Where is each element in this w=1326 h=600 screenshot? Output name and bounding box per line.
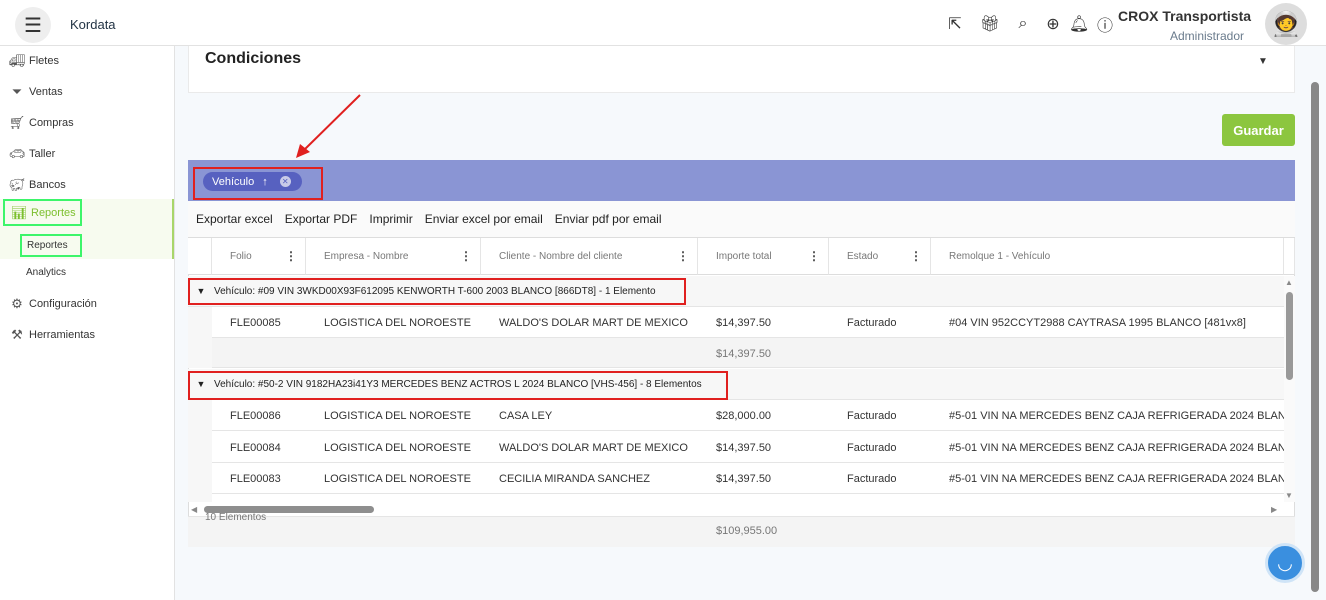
- chat-button[interactable]: ◡: [1265, 543, 1305, 583]
- scroll-right-icon[interactable]: ▶: [1271, 505, 1278, 514]
- bell-icon[interactable]: 🔔︎: [1068, 16, 1090, 33]
- grid-footer: [188, 516, 1295, 547]
- user-role: Administrador: [1170, 29, 1245, 43]
- table-row[interactable]: FLE00084 LOGISTICA DEL NOROESTE WALDO'S DO…: [212, 432, 1284, 463]
- row-count: 10 Elementos: [205, 512, 267, 523]
- sidebar: [0, 46, 175, 600]
- group-indent: [188, 307, 212, 368]
- scroll-left-icon[interactable]: ◀: [191, 505, 198, 514]
- header-spacer: [1284, 238, 1295, 275]
- table-row[interactable]: FLE00085 LOGISTICA DEL NOROESTE WALDO'S DO…: [212, 307, 1284, 338]
- sidebar-item-configuracion[interactable]: ⚙ Configuración: [8, 296, 97, 312]
- sidebar-item-compras[interactable]: 🛒︎ Compras: [8, 115, 74, 130]
- caret-down-icon[interactable]: ▼: [1258, 56, 1268, 67]
- sort-up-icon[interactable]: ↑: [262, 175, 268, 188]
- sidebar-item-bancos[interactable]: 🐖︎ Bancos: [8, 177, 66, 192]
- logo: Kordata: [70, 17, 116, 32]
- export-pdf-button[interactable]: Exportar PDF: [284, 212, 358, 226]
- save-button[interactable]: Guardar: [1222, 114, 1295, 146]
- group-row[interactable]: ▼ Vehículo: #50-2 VIN 9182HA23i41Y3 MERCE…: [188, 369, 1284, 400]
- group-row[interactable]: ▼ Vehículo: #09 VIN 3WKD00X93F612095 KENW…: [188, 276, 1284, 307]
- email-pdf-button[interactable]: Enviar pdf por email: [554, 212, 662, 226]
- caret-down-icon[interactable]: ▼: [196, 286, 206, 296]
- scroll-up-icon[interactable]: ▲: [1285, 278, 1293, 287]
- vertical-scrollbar[interactable]: [1284, 276, 1295, 502]
- horizontal-scroll-thumb[interactable]: [204, 506, 374, 513]
- cart-icon: 🛒︎: [8, 115, 26, 130]
- page-scrollbar[interactable]: [1311, 82, 1319, 592]
- column-header-importe[interactable]: Importe total ⋮: [698, 238, 829, 275]
- funnel-money-icon: ⏷: [11, 84, 23, 99]
- column-menu-icon[interactable]: ⋮: [808, 249, 820, 263]
- column-header-folio[interactable]: Folio ⋮: [212, 238, 306, 275]
- group-panel: [188, 160, 1295, 201]
- gift-icon[interactable]: 🎁︎: [979, 16, 1001, 33]
- column-menu-icon[interactable]: ⋮: [285, 249, 297, 263]
- remove-icon[interactable]: ✕: [279, 176, 291, 187]
- external-link-icon[interactable]: ⇱: [948, 16, 962, 33]
- sidebar-item-herramientas[interactable]: ⚒ Herramientas: [8, 327, 95, 343]
- column-menu-icon[interactable]: ⋮: [910, 249, 922, 263]
- export-excel-button[interactable]: Exportar excel: [196, 212, 273, 226]
- search-zoom-icon[interactable]: ⌕: [1018, 15, 1028, 32]
- group-subtotal-row: $14,397.50: [212, 338, 1284, 368]
- email-excel-button[interactable]: Enviar excel por email: [424, 212, 543, 226]
- sidebar-item-ventas[interactable]: ⏷ Ventas: [8, 84, 63, 100]
- avatar[interactable]: 🧑‍🚀: [1265, 3, 1307, 45]
- caret-down-icon[interactable]: ▼: [196, 379, 206, 389]
- sidebar-item-fletes[interactable]: 🚚︎ Fletes: [8, 53, 59, 68]
- car-icon: 🚗︎: [8, 146, 26, 161]
- tools-icon: ⚒: [11, 327, 23, 342]
- user-name: CROX Transportista: [1118, 8, 1252, 24]
- print-button[interactable]: Imprimir: [369, 212, 413, 226]
- column-menu-icon[interactable]: ⋮: [460, 249, 472, 263]
- sidebar-subitem-analytics[interactable]: Analytics: [26, 267, 67, 278]
- gear-icon: ⚙: [11, 296, 23, 311]
- table-row[interactable]: FLE00083 LOGISTICA DEL NOROESTE CECILIA MI…: [212, 463, 1284, 494]
- sidebar-subitem-reportes[interactable]: Reportes: [20, 234, 82, 257]
- vertical-scroll-thumb[interactable]: [1286, 292, 1293, 380]
- sidebar-item-reportes[interactable]: 📊︎ Reportes: [3, 199, 82, 226]
- annotation-arrow: [296, 94, 361, 158]
- card-title: Condiciones: [205, 50, 302, 67]
- table-row[interactable]: FLE00086 LOGISTICA DEL NOROESTE CASA LEY $2…: [212, 400, 1284, 431]
- grand-total: $109,955.00: [716, 525, 778, 537]
- top-header: [0, 0, 1326, 46]
- column-header-estado[interactable]: Estado ⋮: [829, 238, 931, 275]
- sidebar-item-taller[interactable]: 🚗︎ Taller: [8, 146, 56, 161]
- report-icon: 📊︎: [10, 204, 28, 220]
- annotation-box: [188, 278, 686, 305]
- grid-toolbar: Exportar excel Exportar PDF Imprimir Env…: [188, 201, 1295, 238]
- piggy-bank-icon: 🐖︎: [8, 177, 26, 192]
- scroll-down-icon[interactable]: ▼: [1285, 491, 1293, 500]
- column-menu-icon[interactable]: ⋮: [677, 249, 689, 263]
- help-icon[interactable]: ⓘ: [1096, 18, 1113, 35]
- truck-icon: 🚚︎: [8, 53, 26, 68]
- plus-circle-icon[interactable]: ⊕: [1046, 16, 1060, 33]
- group-chip-vehiculo[interactable]: Vehículo ↑ ✕: [203, 172, 302, 191]
- hamburger-menu-button[interactable]: ☰: [15, 7, 51, 43]
- column-header-cliente[interactable]: Cliente - Nombre del cliente ⋮: [481, 238, 698, 275]
- header-indent: [188, 238, 212, 275]
- conditions-card: [188, 46, 1295, 93]
- annotation-box: [193, 167, 323, 200]
- column-header-remolque[interactable]: Remolque 1 - Vehículo: [931, 238, 1284, 275]
- annotation-box: [188, 371, 728, 400]
- group-indent: [188, 400, 212, 502]
- active-section-bg: [0, 199, 174, 259]
- column-header-empresa[interactable]: Empresa - Nombre ⋮: [306, 238, 481, 275]
